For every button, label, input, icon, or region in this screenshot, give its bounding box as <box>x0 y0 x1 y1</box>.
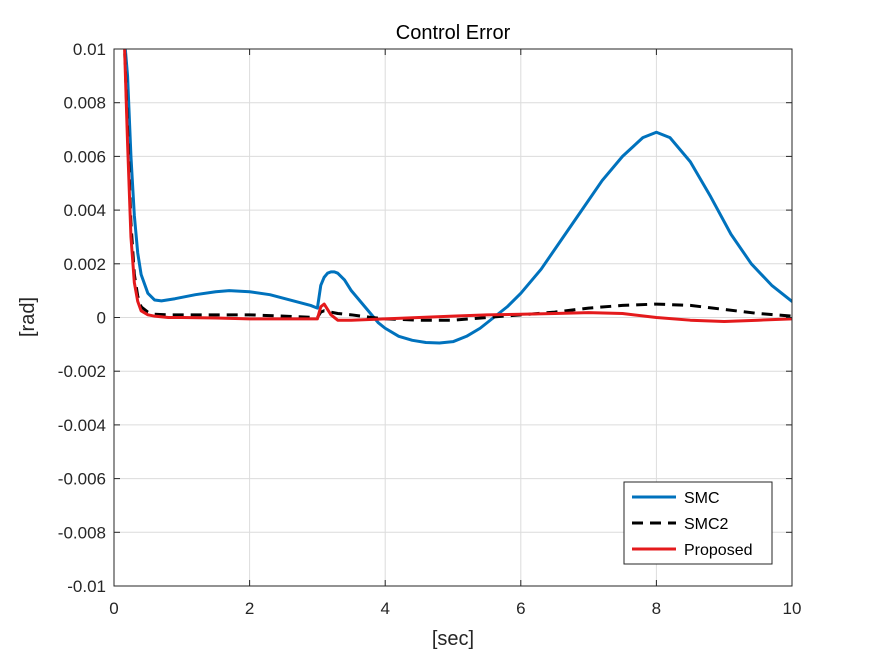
x-axis-title: [sec] <box>432 628 474 650</box>
legend-label-smc: SMC <box>684 490 720 507</box>
series-line-proposed <box>123 49 792 324</box>
y-axis-title: [rad] <box>17 297 39 337</box>
legend: SMC SMC2 Proposed <box>623 481 773 565</box>
x-tick-label: 10 <box>783 599 802 618</box>
series-line-smc2 <box>123 49 792 322</box>
y-tick-label: -0.01 <box>67 577 106 596</box>
x-tick-label: 6 <box>516 599 525 618</box>
y-tick-label: -0.002 <box>58 362 106 381</box>
series-line-smc <box>123 49 792 345</box>
y-tick-label: 0.006 <box>63 147 106 166</box>
x-tick-label: 2 <box>245 599 254 618</box>
y-tick-label: 0.01 <box>73 40 106 59</box>
series-layer <box>123 49 792 345</box>
y-tick-label: 0.008 <box>63 94 106 113</box>
y-ticks: 0.01 0.008 0.006 0.004 0.002 0 -0.002 -0.004 -0.… <box>58 40 792 596</box>
y-tick-label: -0.008 <box>58 523 106 542</box>
legend-label-smc2: SMC2 <box>684 516 729 533</box>
y-tick-label: 0.002 <box>63 255 106 274</box>
x-tick-label: 0 <box>109 599 118 618</box>
x-ticks: 0 2 4 6 8 10 <box>109 49 801 618</box>
chart-title: Control Error <box>396 22 511 44</box>
y-tick-label: 0.004 <box>63 201 106 220</box>
y-tick-label: -0.004 <box>58 416 106 435</box>
x-tick-label: 8 <box>652 599 661 618</box>
x-tick-label: 4 <box>380 599 389 618</box>
y-tick-label: -0.006 <box>58 470 106 489</box>
y-tick-label: 0 <box>97 309 106 328</box>
legend-label-proposed: Proposed <box>684 542 753 559</box>
